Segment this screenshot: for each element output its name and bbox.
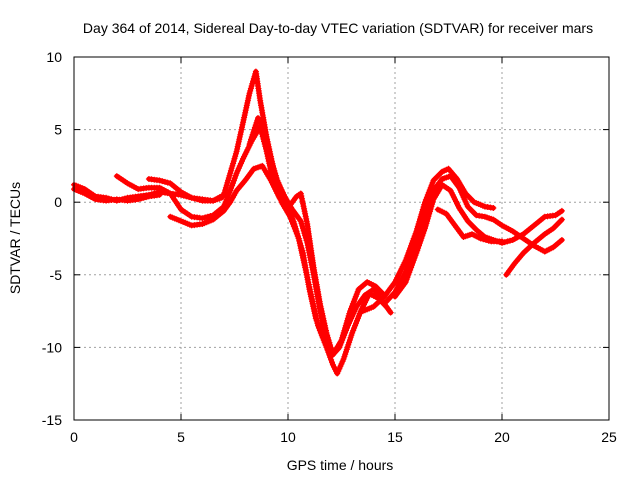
x-tick-label: 10 <box>280 429 296 445</box>
axis-ticks: 0 5 10 15 20 25 -15 -10 -5 0 5 10 <box>42 49 617 445</box>
y-tick-label: 10 <box>46 49 62 65</box>
x-tick-label: 15 <box>387 429 403 445</box>
y-tick-label: -5 <box>50 267 63 283</box>
x-tick-label: 0 <box>70 429 78 445</box>
x-tick-label: 20 <box>494 429 510 445</box>
series-pass-6 <box>246 115 332 351</box>
x-tick-label: 5 <box>177 429 185 445</box>
x-axis-label: GPS time / hours <box>287 457 394 473</box>
plot-frame <box>73 56 610 421</box>
plus-markers <box>434 206 505 245</box>
series-pass-3 <box>113 123 390 377</box>
series-trail <box>247 115 332 350</box>
chart-title: Day 364 of 2014, Sidereal Day-to-day VTE… <box>83 20 593 36</box>
plus-markers <box>359 165 497 315</box>
y-axis-label: SDTVAR / TECUs <box>7 182 23 294</box>
series-pass-11 <box>503 216 565 278</box>
y-tick-label: 5 <box>54 122 62 138</box>
series-pass-5 <box>167 162 394 358</box>
y-tick-label: -10 <box>42 339 62 355</box>
y-tick-label: -15 <box>42 412 62 428</box>
series-pass-7 <box>359 165 497 315</box>
plus-markers <box>246 115 332 351</box>
y-tick-label: 0 <box>54 194 62 210</box>
x-tick-label: 25 <box>601 429 617 445</box>
plus-markers <box>503 216 565 278</box>
plus-markers <box>167 162 394 358</box>
data-points <box>71 68 565 377</box>
series-pass-9 <box>392 181 565 300</box>
plus-markers <box>392 181 565 300</box>
series-pass-10 <box>434 206 505 245</box>
